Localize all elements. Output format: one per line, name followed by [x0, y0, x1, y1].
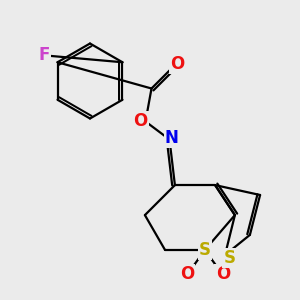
Text: O: O	[133, 112, 147, 130]
Text: F: F	[39, 46, 50, 64]
Text: S: S	[199, 241, 211, 259]
Text: S: S	[224, 249, 236, 267]
Text: O: O	[180, 265, 194, 283]
Text: O: O	[216, 265, 230, 283]
Text: O: O	[170, 55, 184, 73]
Text: N: N	[165, 129, 179, 147]
